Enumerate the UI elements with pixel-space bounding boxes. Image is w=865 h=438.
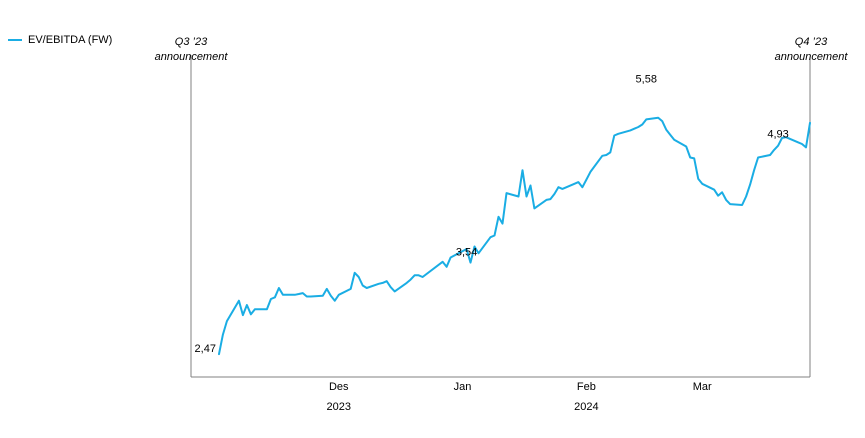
x-tick-label-des: Des <box>329 381 349 393</box>
q3-annotation-line2: announcement <box>155 51 229 63</box>
data-label-2: 5,58 <box>636 74 657 86</box>
data-label-1: 3,54 <box>456 246 477 258</box>
q3-annotation-line1: Q3 ’23 <box>175 36 208 48</box>
x-tick-label-feb: Feb <box>577 381 596 393</box>
x-tick-label-mar: Mar <box>693 381 712 393</box>
year-label-2024: 2024 <box>574 401 598 413</box>
q4-annotation-line2: announcement <box>775 51 849 63</box>
data-label-0: 2,47 <box>195 343 216 355</box>
year-label-2023: 2023 <box>327 401 351 413</box>
q4-annotation-line1: Q4 ’23 <box>795 36 828 48</box>
legend-swatch <box>8 39 22 41</box>
x-tick-label-jan: Jan <box>454 381 472 393</box>
legend: EV/EBITDA (FW) <box>8 34 112 46</box>
legend-label: EV/EBITDA (FW) <box>28 34 113 46</box>
data-label-3: 4,93 <box>767 129 788 141</box>
series-line-0 <box>218 116 811 356</box>
